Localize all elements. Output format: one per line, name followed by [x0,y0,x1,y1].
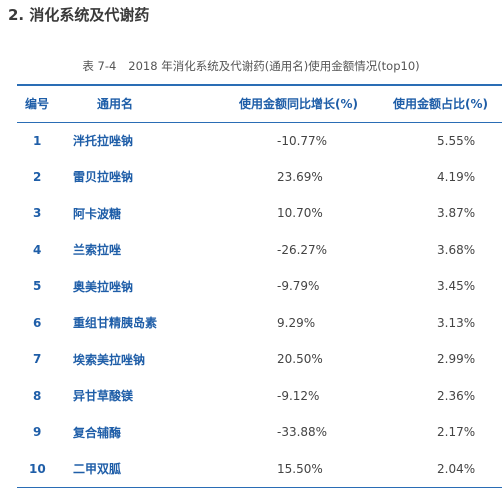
growth-cell: -26.27% [277,242,328,257]
table-row: 6 重组甘精胰岛素 9.29% 3.13% [17,305,502,342]
name-cell: 奥美拉唑钠 [73,279,134,294]
table-row: 3 阿卡波糖 10.70% 3.87% [17,195,502,232]
name-cell: 异甘草酸镁 [73,389,134,404]
rank-cell: 4 [33,242,42,257]
share-cell: 2.17% [437,425,476,440]
rank-cell: 6 [33,315,42,330]
growth-cell: 15.50% [235,450,389,488]
rank-cell: 3 [33,206,42,221]
rank-cell: 2 [33,169,42,184]
table-row: 7 埃索美拉唑钠 20.50% 2.99% [17,341,502,378]
name-cell: 埃索美拉唑钠 [73,352,146,367]
growth-cell: 20.50% [277,352,323,367]
growth-cell: -9.79% [277,279,320,294]
share-cell: 3.13% [437,315,476,330]
name-cell: 重组甘精胰岛素 [73,316,158,331]
growth-cell: -9.12% [277,388,320,403]
share-cell: 3.45% [437,279,476,294]
table-caption-number: 表 7-4 [82,59,117,73]
rank-cell: 8 [33,388,42,403]
table-row: 4 兰索拉唑 -26.27% 3.68% [17,232,502,269]
rank-cell: 1 [33,133,42,148]
growth-cell: 9.29% [277,315,316,330]
header-growth: 使用金额同比增长(%) [235,84,389,123]
name-cell: 泮托拉唑钠 [73,134,134,148]
share-cell: 5.55% [437,133,476,148]
rank-cell: 10 [17,450,73,488]
share-cell: 2.36% [437,388,476,403]
header-row: 编号 通用名 使用金额同比增长(%) 使用金额占比(%) [17,84,502,123]
growth-cell: -33.88% [277,425,328,440]
section-title: 2. 消化系统及代谢药 [8,6,150,24]
table-row: 1 泮托拉唑钠 -10.77% 5.55% [17,122,502,159]
growth-cell: 10.70% [277,206,323,221]
name-cell: 二甲双胍 [73,450,235,488]
table-row: 5 奥美拉唑钠 -9.79% 3.45% [17,268,502,305]
table-row: 9 复合辅酶 -33.88% 2.17% [17,414,502,451]
name-cell: 兰索拉唑 [73,243,122,258]
table-caption: 表 7-4 2018 年消化系统及代谢药(通用名)使用金额情况(top10) [0,56,502,76]
rank-cell: 7 [33,352,42,367]
share-cell: 3.68% [437,242,476,257]
header-name: 通用名 [73,84,235,123]
name-cell: 阿卡波糖 [73,206,122,221]
table-caption-text: 2018 年消化系统及代谢药(通用名)使用金额情况(top10) [128,59,420,73]
rank-cell: 5 [33,279,42,294]
name-cell: 复合辅酶 [73,425,122,440]
table-row: 8 异甘草酸镁 -9.12% 2.36% [17,378,502,415]
table-row: 2 雷贝拉唑钠 23.69% 4.19% [17,159,502,196]
growth-cell: -10.77% [277,133,328,148]
header-share: 使用金额占比(%) [389,84,502,123]
name-cell: 雷贝拉唑钠 [73,170,134,185]
share-cell: 3.87% [437,206,476,221]
growth-cell: 23.69% [277,169,323,184]
rank-cell: 9 [33,425,42,440]
table-header: 编号 通用名 使用金额同比增长(%) 使用金额占比(%) [17,84,502,123]
header-rank: 编号 [17,84,73,123]
share-cell: 2.99% [437,352,476,367]
share-cell: 2.04% [389,450,502,488]
drug-usage-table: 编号 通用名 使用金额同比增长(%) 使用金额占比(%) 1 泮托拉唑钠 -10… [17,84,502,488]
table-row: 10 二甲双胍 15.50% 2.04% [17,450,502,488]
table-body: 1 泮托拉唑钠 -10.77% 5.55% 2 雷贝拉唑钠 23.69% 4.1… [17,122,502,488]
share-cell: 4.19% [437,169,476,184]
